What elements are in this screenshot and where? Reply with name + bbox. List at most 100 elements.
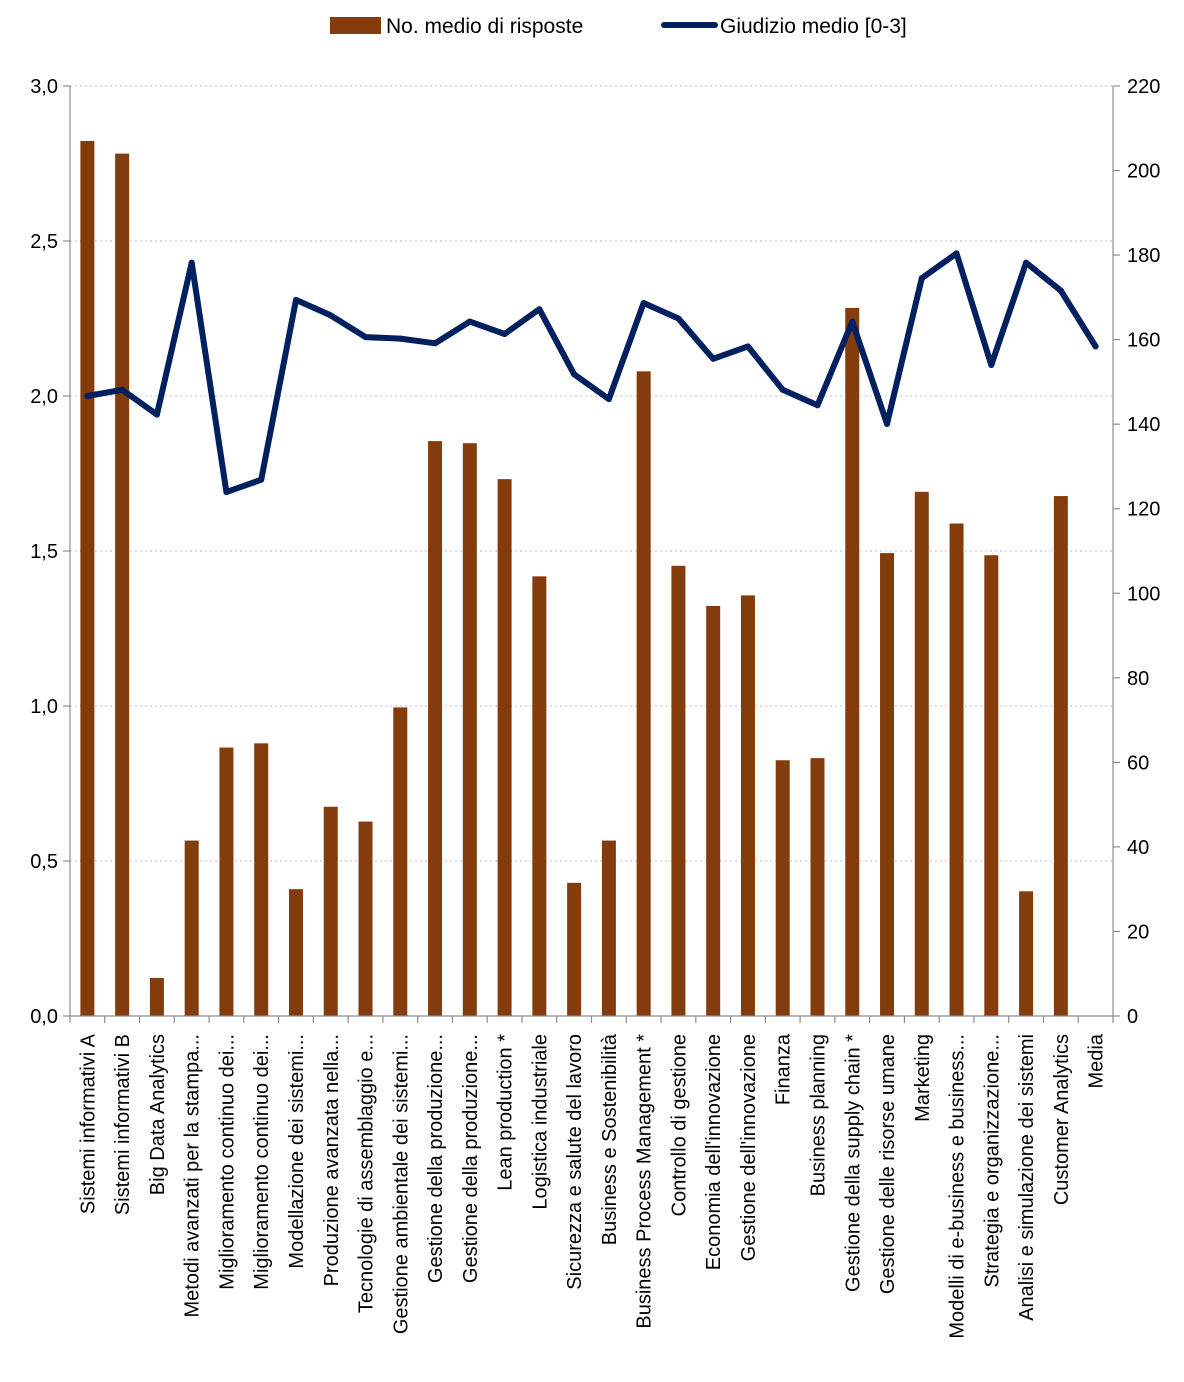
rating-point — [501, 331, 508, 337]
bar — [149, 977, 164, 1016]
bar — [80, 140, 95, 1017]
category-label: Gestione delle risorse umane — [877, 1034, 899, 1294]
category-label: Produzione avanzata nella... — [321, 1034, 343, 1286]
rating-point — [605, 396, 612, 403]
rating-point — [362, 334, 369, 341]
legend: No. medio di risposte Giudizio medio [0-… — [330, 15, 907, 38]
bar — [880, 553, 895, 1016]
bar — [775, 760, 790, 1016]
bar — [323, 806, 338, 1016]
category-label: Business Process Management * — [634, 1034, 656, 1329]
category-label: Modelli di e-business e business... — [947, 1034, 969, 1339]
category-label: Gestione della produzione... — [425, 1034, 447, 1283]
average-rating-line — [84, 250, 1099, 496]
category-label: Business planning — [808, 1034, 830, 1196]
bar — [497, 479, 512, 1016]
bar — [462, 443, 477, 1016]
left-tick-label: 3,0 — [30, 76, 58, 98]
category-label: Logistica industriale — [529, 1034, 551, 1210]
legend-swatch-bar — [330, 17, 381, 34]
rating-point — [119, 386, 126, 393]
bar — [428, 441, 443, 1016]
bar — [1053, 496, 1068, 1017]
right-tick-label: 120 — [1127, 499, 1160, 521]
rating-point — [153, 411, 160, 418]
bar — [636, 371, 651, 1016]
bar — [601, 840, 616, 1016]
left-tick-label: 0,5 — [30, 851, 58, 873]
rating-point — [536, 306, 543, 313]
category-label: Analisi e simulazione dei sistemi — [1016, 1034, 1038, 1321]
right-tick-label: 140 — [1127, 414, 1160, 436]
category-label: Metodi avanzati per la stampa... — [182, 1034, 204, 1317]
bar — [1019, 891, 1034, 1016]
bar — [914, 491, 929, 1016]
category-label: Finanza — [773, 1033, 795, 1105]
category-label: Sistemi informativi B — [112, 1034, 134, 1215]
rating-point — [258, 476, 265, 483]
right-tick-label: 100 — [1127, 583, 1160, 605]
bar — [184, 840, 199, 1016]
rating-point — [1023, 259, 1030, 266]
right-tick-label: 40 — [1127, 837, 1149, 859]
bar — [254, 743, 269, 1016]
category-label: Economia dell'innovazione — [703, 1034, 725, 1270]
bar — [219, 747, 234, 1016]
rating-point — [918, 275, 925, 282]
legend-label-bar: No. medio di risposte — [386, 15, 583, 38]
rating-point — [1092, 343, 1099, 350]
bar — [358, 821, 373, 1016]
category-label: Media — [1086, 1033, 1108, 1088]
bar — [288, 889, 303, 1016]
legend-label-line: Giudizio medio [0-3] — [720, 15, 907, 38]
category-label: Sicurezza e salute del lavoro — [564, 1034, 586, 1290]
left-tick-label: 1,0 — [30, 696, 58, 718]
bar — [115, 153, 130, 1017]
right-tick-label: 200 — [1127, 161, 1160, 183]
rating-point — [223, 489, 230, 496]
right-tick-label: 160 — [1127, 330, 1160, 352]
rating-line — [84, 250, 1099, 496]
rating-point — [84, 393, 91, 399]
bar — [810, 758, 825, 1016]
bars — [80, 140, 1068, 1017]
category-label: Gestione della supply chain * — [842, 1034, 864, 1292]
rating-point — [779, 386, 786, 393]
rating-point — [1057, 287, 1064, 294]
bar — [984, 555, 999, 1016]
category-label: Tecnologie di assemblaggio e... — [356, 1034, 378, 1313]
gridlines — [70, 85, 1113, 862]
category-label: Miglioramento continuo dei... — [216, 1034, 238, 1290]
rating-point — [710, 355, 717, 362]
bar — [845, 307, 860, 1016]
category-labels: Sistemi informativi A Sistemi informativi… — [77, 1033, 1107, 1338]
rating-point — [849, 318, 856, 325]
rating-point — [466, 318, 473, 325]
left-tick-label: 1,5 — [30, 541, 58, 563]
right-tick-label: 20 — [1127, 921, 1149, 943]
bar — [393, 707, 408, 1016]
rating-point — [432, 340, 439, 347]
bar — [532, 576, 547, 1016]
right-tick-label: 60 — [1127, 752, 1149, 774]
rating-point — [292, 296, 299, 303]
right-tick-label: 0 — [1127, 1006, 1138, 1028]
category-label: Strategia e organizzazione... — [981, 1034, 1003, 1288]
rating-point — [397, 335, 404, 342]
rating-point — [953, 250, 960, 257]
bar — [671, 565, 686, 1016]
category-label: Gestione dell'innovazione — [738, 1034, 760, 1261]
category-label: Lean production * — [495, 1034, 517, 1191]
category-label: Customer Analytics — [1051, 1034, 1073, 1205]
right-tick-labels: 0 20 40 60 80 100 120 140 160 180 200 220 — [1127, 76, 1160, 1028]
rating-point — [744, 343, 751, 350]
rating-point — [327, 312, 334, 319]
category-label: Sistemi informativi A — [77, 1033, 99, 1214]
right-tick-label: 220 — [1127, 76, 1160, 98]
rating-point — [571, 371, 578, 378]
category-label: Gestione ambientale dei sistemi... — [390, 1034, 412, 1334]
left-tick-labels: 0,0 0,5 1,0 1,5 2,0 2,5 3,0 — [30, 76, 58, 1028]
left-tick-label: 0,0 — [30, 1006, 58, 1028]
category-label: Modellazione dei sistemi... — [286, 1034, 308, 1269]
